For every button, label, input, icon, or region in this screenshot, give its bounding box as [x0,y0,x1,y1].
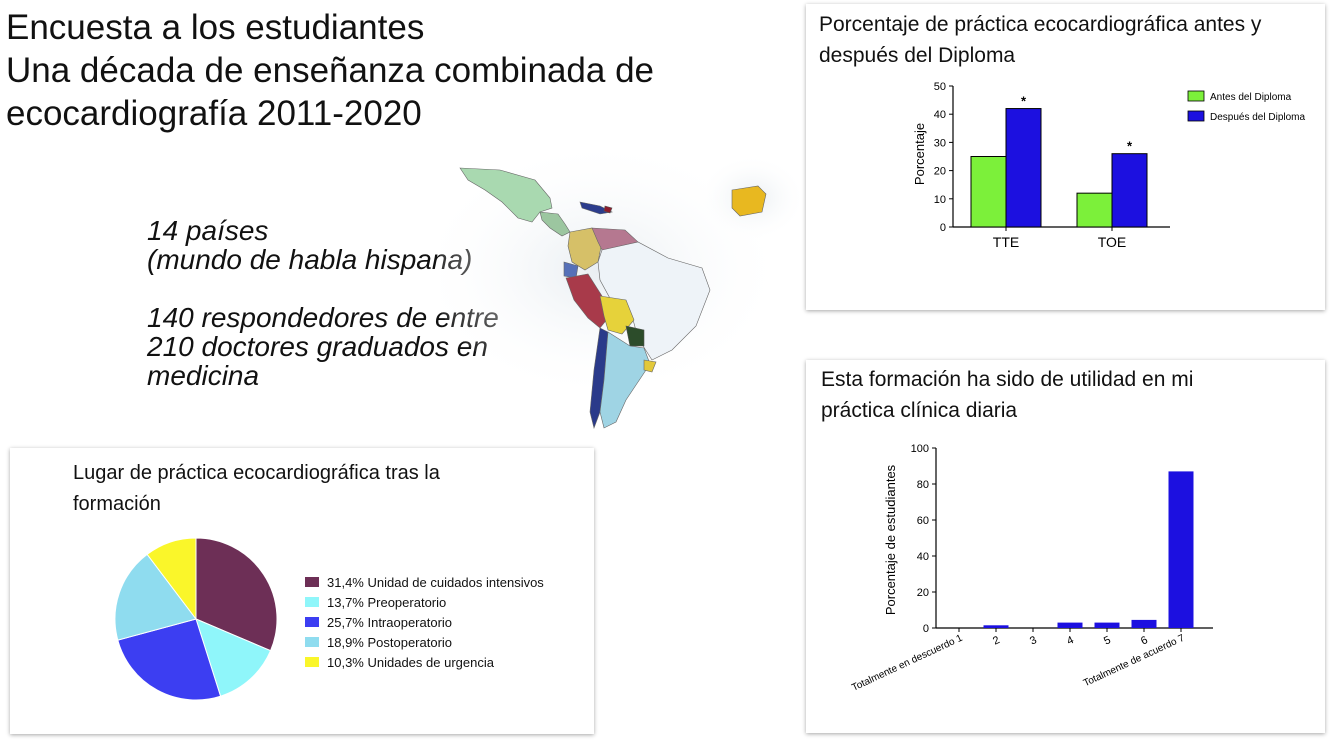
latin-america-map [440,150,800,430]
map-region-argentina [599,331,651,429]
y-tick-label: 50 [934,81,946,93]
bar [1111,153,1148,228]
pie-slice [195,537,278,652]
chart-title-line: Esta formación ha sido de utilidad en mi [821,368,1194,391]
practice-location-panel: Lugar de práctica ecocardiográfica tras … [10,448,594,734]
x-tick-label: Totalmente de acuerdo 7 [1082,633,1187,690]
chart-title: Lugar de práctica ecocardiográfica tras … [73,458,440,520]
y-tick-label: 0 [940,222,946,234]
y-axis-label: Porcentaje [912,123,927,185]
y-tick-label: 30 [934,137,946,149]
y-tick-label: 20 [934,166,946,178]
legend-label: 31,4% Unidad de cuidados intensivos [327,574,544,590]
x-tick-label: 3 [1028,634,1039,647]
map-region-mexico [459,167,553,223]
legend-swatch [305,577,319,587]
slide-title-line: Una década de enseñanza combinada de [6,51,654,90]
legend-item: 18,9% Postoperatorio [305,632,544,652]
legend-label: 10,3% Unidades de urgencia [327,654,494,670]
map-region-uruguay [643,359,657,373]
bar [1168,471,1194,628]
map-region-central-america [539,211,571,237]
pie-slice [117,618,222,701]
usefulness-bar-chart: Porcentaje de estudiantes 0 20 40 60 80 100 To… [850,443,1213,694]
y-tick-label: 10 [934,194,946,206]
x-tick-label: 4 [1065,634,1076,647]
legend-item: 13,7% Preoperatorio [305,592,544,612]
y-tick-label: 40 [934,109,946,121]
x-tick-label: 2 [991,634,1002,647]
legend-label: 18,9% Postoperatorio [327,634,453,650]
map-region-spain [731,185,767,217]
y-tick-label: 0 [923,623,929,635]
map-region-peru [565,273,609,329]
bar [970,156,1007,228]
legend-swatch [1187,90,1205,102]
slide-title: Encuesta a los estudiantes Una década de… [6,6,766,135]
pie-chart [114,537,278,701]
chart-title-line: práctica clínica diaria [821,399,1018,422]
legend-label: 13,7% Preoperatorio [327,594,447,610]
legend-swatch [1187,110,1205,122]
map-region-bolivia [599,295,635,335]
legend-item: 31,4% Unidad de cuidados intensivos [305,572,544,592]
legend-swatch [305,657,319,667]
legend-swatch [305,637,319,647]
pie-legend: 31,4% Unidad de cuidados intensivos 13,7… [305,572,544,672]
legend-label: Antes del Diploma [1210,92,1292,103]
legend-item: 25,7% Intraoperatorio [305,612,544,632]
x-tick-label: 5 [1102,634,1113,647]
map-region-dominican-rep [603,205,613,214]
bar [1131,619,1157,628]
chart-title-line: después del Diploma [819,44,1016,67]
slide-title-line: Encuesta a los estudiantes [6,8,425,47]
map-region-brazil [597,241,711,361]
legend-label: 25,7% Intraoperatorio [327,614,453,630]
y-tick-label: 60 [917,515,929,527]
x-tick-label: 6 [1139,634,1150,647]
legend-swatch [305,617,319,627]
x-tick-label: TTE [993,234,1019,250]
slide-title-line: ecocardiografía 2011-2020 [6,94,422,133]
legend-label: Después del Diploma [1210,112,1305,123]
y-tick-label: 100 [911,443,929,455]
map-region-paraguay [625,325,645,347]
bar [1076,192,1113,228]
x-tick-label: TOE [1098,234,1127,250]
practice-before-after-panel: Porcentaje de práctica ecocardiográfica … [806,4,1325,310]
chart-title: Porcentaje de práctica ecocardiográfica … [819,9,1261,71]
bar [1005,108,1042,228]
y-tick-label: 80 [917,479,929,491]
pie-slice [114,553,197,641]
bar [1094,622,1120,628]
y-tick-label: 40 [917,551,929,563]
chart-title-line: Lugar de práctica ecocardiográfica tras … [73,462,440,484]
legend-item: 10,3% Unidades de urgencia [305,652,544,672]
bar [983,625,1009,628]
chart-title: Esta formación ha sido de utilidad en mi… [821,364,1193,426]
usefulness-panel: Esta formación ha sido de utilidad en mi… [806,360,1325,733]
y-tick-label: 20 [917,587,929,599]
significance-marker: * [1127,139,1133,154]
grouped-bar-chart: Porcentaje 0 10 20 30 40 50 * TTE * TOE Antes del … [912,81,1305,250]
pie-slice [146,537,197,621]
bar [1057,622,1083,628]
x-tick-label: Totalmente en descuerdo 1 [850,633,964,694]
chart-title-line: formación [73,493,161,515]
chart-title-line: Porcentaje de práctica ecocardiográfica … [819,13,1262,36]
legend-swatch [305,597,319,607]
significance-marker: * [1021,94,1027,109]
y-axis-label: Porcentaje de estudiantes [883,464,898,615]
